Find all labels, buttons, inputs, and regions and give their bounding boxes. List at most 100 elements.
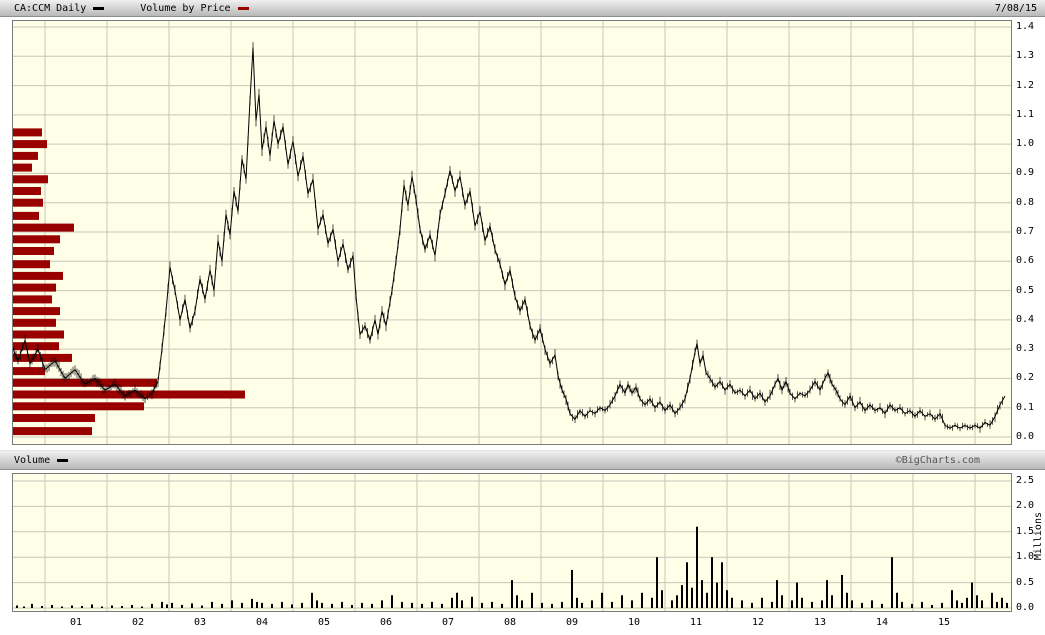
price-tick-label: 0.6	[1016, 255, 1035, 267]
vbp-legend: Volume by Price	[140, 3, 249, 14]
volume-bar	[576, 597, 578, 608]
volume-bar	[291, 604, 293, 608]
volume-bar	[981, 600, 983, 608]
volume-bar	[551, 603, 553, 608]
price-tick-label: 1.2	[1016, 79, 1035, 91]
price-tick-label: 0.5	[1016, 284, 1035, 296]
volume-tick-label: 1.0	[1016, 551, 1035, 563]
symbol-legend: CA:CCM Daily	[14, 3, 105, 14]
volume-bar	[301, 602, 303, 608]
volume-by-price-bar	[12, 307, 60, 316]
volume-bar	[51, 605, 53, 608]
volume-bar	[911, 603, 913, 608]
volume-bar	[161, 601, 163, 608]
volume-bar	[581, 602, 583, 608]
volume-bar	[111, 605, 113, 608]
volume-by-price-bar	[12, 427, 92, 436]
volume-bar	[261, 602, 263, 608]
volume-bar	[731, 597, 733, 608]
volume-chart-svg	[12, 473, 1012, 612]
volume-bar	[441, 603, 443, 608]
volume-bar	[181, 605, 183, 608]
year-tick-label: 10	[627, 617, 641, 628]
chart-header-bar: CA:CCM Daily Volume by Price 7/08/15	[0, 0, 1045, 17]
year-tick-label: 04	[255, 617, 269, 628]
millions-axis-label: Millions	[1033, 512, 1044, 561]
volume-bar	[991, 592, 993, 608]
volume-bar	[431, 601, 433, 608]
volume-bar	[91, 604, 93, 608]
year-tick-label: 12	[751, 617, 765, 628]
volume-bar	[711, 557, 713, 608]
volume-bar	[31, 603, 33, 608]
volume-bar	[611, 601, 613, 608]
volume-bar	[966, 597, 968, 608]
volume-by-price-bar	[12, 211, 39, 220]
volume-bar	[851, 600, 853, 608]
volume-bar	[281, 601, 283, 608]
volume-bar	[321, 602, 323, 608]
volume-by-price-bar	[12, 163, 32, 172]
volume-bar	[341, 601, 343, 608]
year-tick-label: 03	[193, 617, 207, 628]
year-tick-label: 11	[689, 617, 703, 628]
chart-date: 7/08/15	[994, 2, 1037, 14]
volume-bar	[311, 592, 313, 608]
volume-by-price-bar	[12, 140, 47, 149]
volume-bar	[151, 603, 153, 608]
volume-bar	[741, 600, 743, 608]
volume-bar	[41, 606, 43, 608]
volume-bar	[561, 601, 563, 608]
price-legend-swatch	[93, 6, 105, 10]
volume-bar	[331, 603, 333, 608]
volume-bar	[491, 601, 493, 608]
volume-bar	[961, 602, 963, 608]
volume-by-price-bar	[12, 151, 38, 160]
volume-tick-label: 0.0	[1016, 602, 1035, 613]
volume-bar	[796, 582, 798, 608]
volume-by-price-bar	[12, 247, 54, 255]
volume-bar	[771, 601, 773, 608]
volume-bar	[956, 600, 958, 608]
volume-bar	[826, 580, 828, 608]
volume-bar	[656, 557, 658, 608]
volume-bar	[511, 580, 513, 608]
price-tick-label: 1.1	[1016, 108, 1035, 120]
year-tick-label: 01	[69, 617, 83, 628]
volume-bar	[351, 605, 353, 608]
year-tick-label: 09	[565, 617, 579, 628]
volume-bar	[811, 601, 813, 608]
volume-bar	[251, 598, 253, 608]
volume-bar	[171, 602, 173, 608]
volume-bar	[971, 582, 973, 608]
volume-by-price-bar	[12, 235, 60, 244]
volume-bar	[751, 602, 753, 608]
volume-bar	[846, 592, 848, 608]
year-tick-label: 06	[379, 617, 393, 628]
volume-bar	[921, 601, 923, 608]
volume-bar	[121, 606, 123, 608]
volume-bar	[621, 595, 623, 608]
volume-plot-border	[12, 473, 1012, 612]
volume-bar	[661, 590, 663, 608]
volume-bar	[571, 569, 573, 608]
volume-bar	[776, 580, 778, 608]
price-tick-label: 1.3	[1016, 50, 1035, 62]
price-tick-label: 0.0	[1016, 431, 1035, 442]
volume-bar	[501, 603, 503, 608]
volume-label: Volume	[14, 454, 51, 466]
volume-bar	[371, 603, 373, 608]
volume-bar	[891, 557, 893, 608]
volume-by-price-bar	[12, 223, 74, 232]
volume-bar	[721, 562, 723, 608]
volume-bar	[201, 605, 203, 608]
volume-bar	[481, 602, 483, 608]
volume-bar	[996, 601, 998, 608]
price-tick-label: 0.8	[1016, 196, 1035, 208]
volume-bar	[411, 602, 413, 608]
volume-by-price-bar	[12, 318, 56, 327]
volume-bar	[671, 600, 673, 608]
price-line	[12, 47, 1006, 429]
volume-by-price-bar	[12, 187, 41, 195]
